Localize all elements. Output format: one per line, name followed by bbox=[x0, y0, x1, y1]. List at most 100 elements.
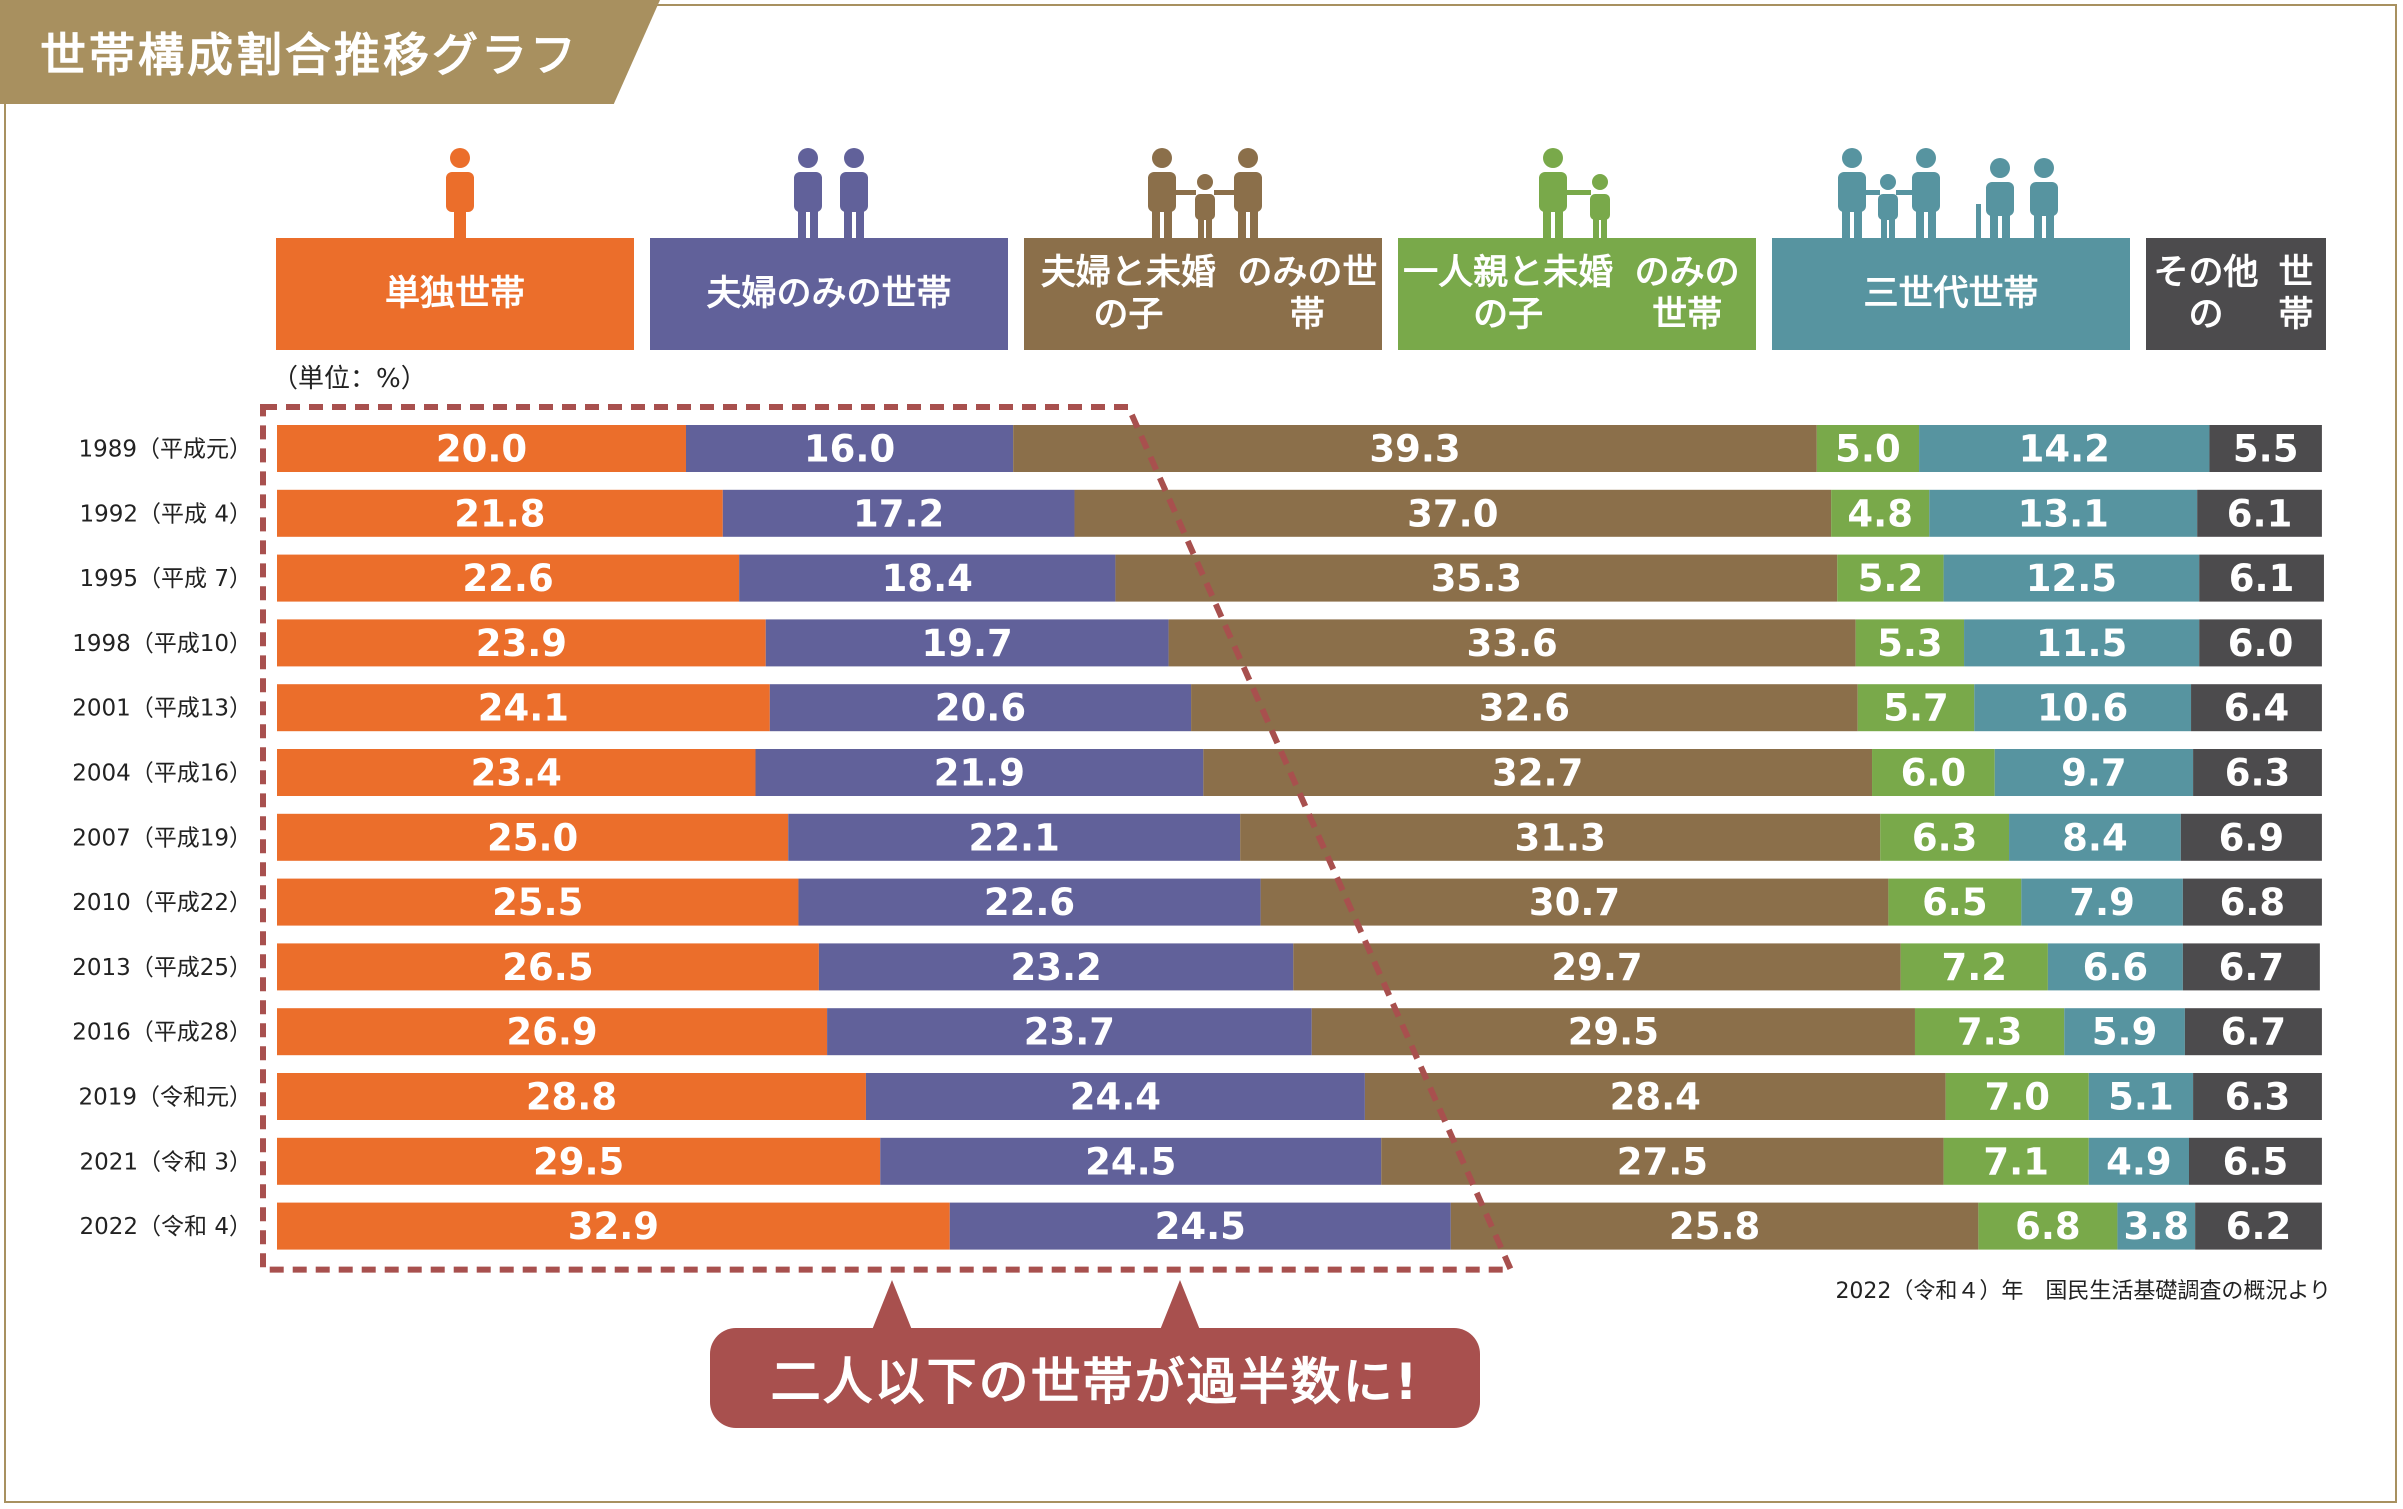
bar-segment bbox=[788, 813, 1241, 861]
data-label: 5.7 bbox=[1883, 687, 1949, 730]
data-label: 12.5 bbox=[2026, 557, 2117, 600]
data-label: 5.9 bbox=[2092, 1011, 2158, 1054]
page-title: 世帯構成割合推移グラフ bbox=[40, 28, 579, 82]
bar-segment bbox=[277, 554, 740, 602]
bar-segment bbox=[1364, 1073, 1946, 1120]
bar-segment bbox=[827, 1008, 1312, 1056]
data-label: 26.9 bbox=[506, 1011, 597, 1054]
data-label: 13.1 bbox=[2018, 492, 2109, 535]
legend-label: 三世代世帯 bbox=[1863, 274, 2039, 314]
data-label: 29.5 bbox=[1568, 1011, 1659, 1054]
bar-segment bbox=[277, 1202, 950, 1250]
bar-segment bbox=[1943, 1137, 2089, 1185]
bar-segment bbox=[277, 1137, 881, 1185]
data-label: 24.4 bbox=[1070, 1076, 1161, 1119]
data-label: 25.8 bbox=[1669, 1205, 1760, 1248]
data-label: 28.4 bbox=[1610, 1076, 1701, 1119]
bar-segment bbox=[1929, 489, 2198, 537]
data-label: 4.8 bbox=[1847, 492, 1913, 535]
data-label: 33.6 bbox=[1466, 622, 1557, 665]
bar-segment bbox=[2199, 554, 2324, 602]
bar-segment bbox=[2182, 943, 2320, 991]
unit-label: （単位：%） bbox=[272, 364, 427, 394]
single-person-icon bbox=[446, 148, 474, 240]
bar-segment bbox=[1945, 1073, 2089, 1120]
data-label: 23.4 bbox=[471, 752, 562, 795]
row-label: 2019（令和元） bbox=[78, 1085, 252, 1111]
callout-pointer-right bbox=[1160, 1280, 1200, 1330]
data-label: 23.2 bbox=[1010, 946, 1101, 989]
bar-segment bbox=[277, 619, 766, 667]
legend-single-household: 単独世帯 bbox=[276, 238, 634, 350]
bar-segment bbox=[1168, 619, 1856, 667]
bar-segment bbox=[739, 554, 1116, 602]
bar-segment bbox=[2047, 943, 2183, 991]
bar-segment bbox=[2193, 749, 2322, 796]
bar-segment bbox=[2184, 1008, 2322, 1056]
bar-segment bbox=[1191, 684, 1858, 732]
data-label: 21.9 bbox=[934, 752, 1025, 795]
data-label: 6.3 bbox=[2225, 752, 2291, 795]
data-label: 7.2 bbox=[1942, 946, 2008, 989]
data-label: 7.1 bbox=[1983, 1140, 2049, 1183]
bar-segment bbox=[2064, 1008, 2185, 1056]
data-label: 32.9 bbox=[568, 1205, 659, 1248]
data-label: 3.8 bbox=[2123, 1205, 2189, 1248]
bar-segment bbox=[1919, 425, 2210, 472]
data-label: 23.7 bbox=[1024, 1011, 1115, 1054]
row-label: 1989（平成元） bbox=[78, 437, 252, 463]
bar-segment bbox=[722, 489, 1075, 537]
callout-pointer-left bbox=[872, 1280, 912, 1330]
bar-segment bbox=[277, 684, 770, 732]
bar-segment bbox=[2182, 878, 2322, 926]
highlight-region bbox=[260, 404, 1516, 1273]
bar-segment bbox=[2117, 1202, 2196, 1250]
bar-segment bbox=[277, 943, 819, 991]
row-label: 2010（平成22） bbox=[72, 890, 252, 916]
data-label: 6.8 bbox=[2015, 1205, 2081, 1248]
data-label: 5.5 bbox=[2233, 428, 2299, 471]
bar-segment bbox=[685, 425, 1014, 472]
frame-border bbox=[4, 4, 2397, 1503]
data-label: 6.1 bbox=[2227, 492, 2293, 535]
data-label: 10.6 bbox=[2037, 687, 2128, 730]
data-label: 24.5 bbox=[1085, 1140, 1176, 1183]
bar-segment bbox=[865, 1073, 1365, 1120]
data-label: 9.7 bbox=[2061, 752, 2127, 795]
bar-segment bbox=[277, 749, 756, 796]
bar-segment bbox=[765, 619, 1169, 667]
data-label: 22.6 bbox=[984, 881, 1075, 924]
bar-segment bbox=[1260, 878, 1889, 926]
data-label: 32.7 bbox=[1492, 752, 1583, 795]
callout-message: 二人以下の世帯が過半数に! bbox=[710, 1328, 1480, 1428]
data-label: 27.5 bbox=[1617, 1140, 1708, 1183]
bar-segment bbox=[2180, 813, 2322, 861]
data-label: 6.0 bbox=[2228, 622, 2294, 665]
data-label: 6.8 bbox=[2220, 881, 2286, 924]
legend-three-generation-household: 三世代世帯 bbox=[1772, 238, 2130, 350]
bar-segment bbox=[2199, 619, 2322, 667]
data-label: 6.6 bbox=[2083, 946, 2149, 989]
data-label: 4.9 bbox=[2106, 1140, 2172, 1183]
row-label: 2001（平成13） bbox=[72, 696, 252, 722]
data-label: 22.6 bbox=[462, 557, 553, 600]
data-label: 30.7 bbox=[1529, 881, 1620, 924]
data-label: 5.3 bbox=[1877, 622, 1943, 665]
row-label: 1998（平成10） bbox=[72, 631, 252, 657]
data-label: 23.9 bbox=[476, 622, 567, 665]
bar-segment bbox=[1857, 684, 1975, 732]
bar-segment bbox=[1978, 1202, 2118, 1250]
legend-label-line2: のみの世帯 bbox=[1634, 253, 1740, 335]
data-label: 28.8 bbox=[526, 1076, 617, 1119]
bar-segment bbox=[755, 749, 1204, 796]
bar-segment bbox=[277, 1073, 866, 1120]
data-label: 6.3 bbox=[1912, 816, 1978, 859]
row-label: 2013（平成25） bbox=[72, 955, 252, 981]
data-label: 26.5 bbox=[502, 946, 593, 989]
bar-segment bbox=[818, 943, 1294, 991]
data-label: 7.9 bbox=[2069, 881, 2135, 924]
row-label: 1992（平成 4） bbox=[80, 501, 252, 527]
bar-segment bbox=[1381, 1137, 1944, 1185]
data-label: 39.3 bbox=[1369, 428, 1460, 471]
data-label: 29.5 bbox=[533, 1140, 624, 1183]
